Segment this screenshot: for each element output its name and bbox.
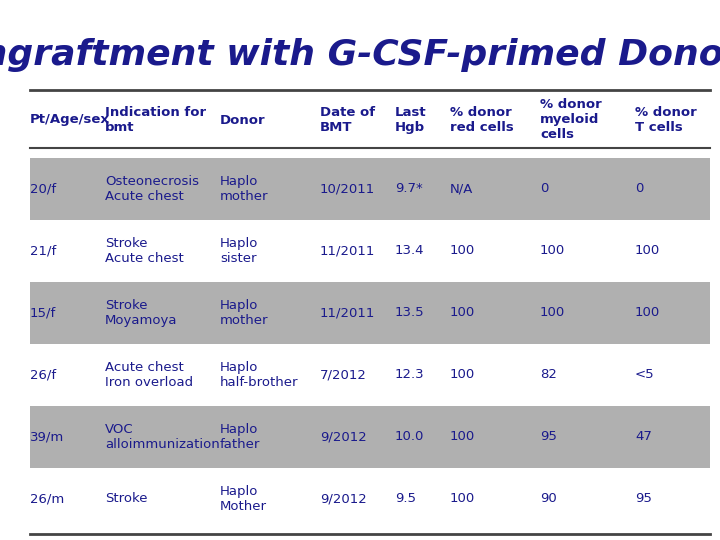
Bar (30, 158, 710, 220)
Text: 0: 0 (635, 183, 644, 195)
Text: 11/2011: 11/2011 (320, 307, 375, 320)
Text: 47: 47 (635, 430, 652, 443)
Text: Stroke
Acute chest: Stroke Acute chest (105, 237, 184, 265)
Text: 100: 100 (540, 245, 565, 258)
Text: 100: 100 (450, 245, 475, 258)
Text: Engraftment with G-CSF-primed Donors: Engraftment with G-CSF-primed Donors (0, 38, 720, 72)
Text: 10/2011: 10/2011 (320, 183, 375, 195)
Text: 20/f: 20/f (30, 183, 56, 195)
Text: 9/2012: 9/2012 (320, 430, 366, 443)
Text: 26/m: 26/m (30, 492, 64, 505)
Text: 9.5: 9.5 (395, 492, 416, 505)
Text: Pt/Age/sex: Pt/Age/sex (30, 113, 110, 126)
Text: 21/f: 21/f (30, 245, 56, 258)
Text: 13.4: 13.4 (395, 245, 425, 258)
Text: 95: 95 (540, 430, 557, 443)
Text: 90: 90 (540, 492, 557, 505)
Text: 100: 100 (450, 492, 475, 505)
Bar (30, 282, 710, 344)
Text: 100: 100 (450, 430, 475, 443)
Text: 39/m: 39/m (30, 430, 64, 443)
Text: 0: 0 (540, 183, 549, 195)
Text: 100: 100 (450, 307, 475, 320)
Text: 13.5: 13.5 (395, 307, 425, 320)
Text: Last
Hgb: Last Hgb (395, 106, 427, 134)
Text: 9.7*: 9.7* (395, 183, 423, 195)
Text: Haplo
Mother: Haplo Mother (220, 485, 267, 513)
Text: Acute chest
Iron overload: Acute chest Iron overload (105, 361, 193, 389)
Text: 100: 100 (540, 307, 565, 320)
Text: Haplo
sister: Haplo sister (220, 237, 258, 265)
Text: 100: 100 (635, 245, 660, 258)
Bar (30, 406, 710, 468)
Text: Stroke
Moyamoya: Stroke Moyamoya (105, 299, 178, 327)
Text: VOC
alloimmunization: VOC alloimmunization (105, 423, 220, 451)
Text: 7/2012: 7/2012 (320, 368, 367, 381)
Text: Osteonecrosis
Acute chest: Osteonecrosis Acute chest (105, 175, 199, 203)
Text: 12.3: 12.3 (395, 368, 425, 381)
Text: 26/f: 26/f (30, 368, 56, 381)
Text: 95: 95 (635, 492, 652, 505)
Text: % donor
red cells: % donor red cells (450, 106, 514, 134)
Text: Indication for
bmt: Indication for bmt (105, 106, 206, 134)
Text: 11/2011: 11/2011 (320, 245, 375, 258)
Text: N/A: N/A (450, 183, 473, 195)
Text: 100: 100 (635, 307, 660, 320)
Text: % donor
myeloid
cells: % donor myeloid cells (540, 98, 602, 141)
Text: <5: <5 (635, 368, 654, 381)
Text: 82: 82 (540, 368, 557, 381)
Text: 15/f: 15/f (30, 307, 56, 320)
Text: 10.0: 10.0 (395, 430, 424, 443)
Text: 100: 100 (450, 368, 475, 381)
Text: Stroke: Stroke (105, 492, 148, 505)
Text: 9/2012: 9/2012 (320, 492, 366, 505)
Text: Haplo
half-brother: Haplo half-brother (220, 361, 299, 389)
Text: Haplo
father: Haplo father (220, 423, 261, 451)
Text: Haplo
mother: Haplo mother (220, 175, 269, 203)
Text: Date of
BMT: Date of BMT (320, 106, 375, 134)
Text: Donor: Donor (220, 113, 266, 126)
Text: % donor
T cells: % donor T cells (635, 106, 697, 134)
Text: Haplo
mother: Haplo mother (220, 299, 269, 327)
